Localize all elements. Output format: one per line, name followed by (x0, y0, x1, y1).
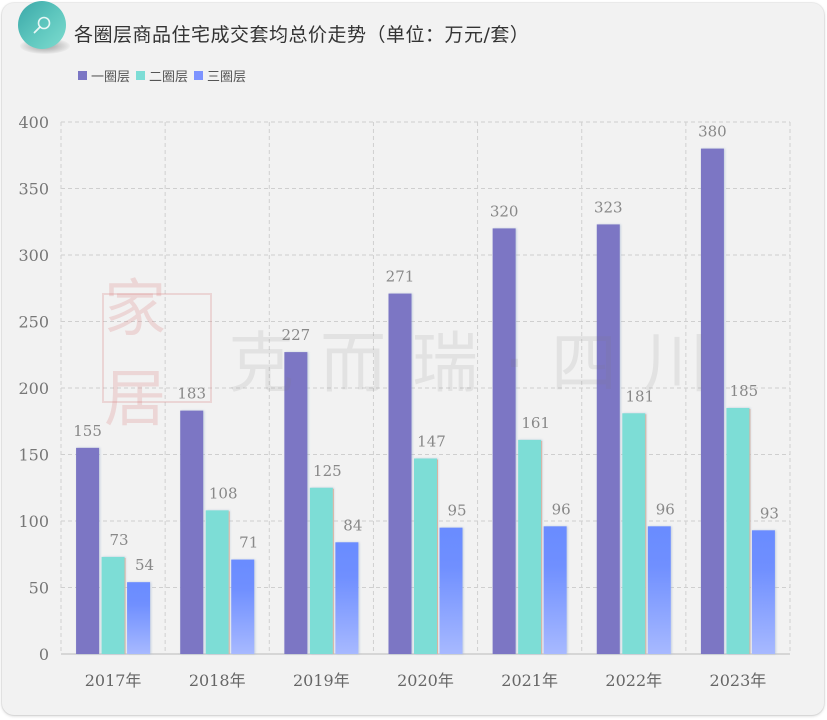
data-label: 161 (521, 414, 550, 432)
bar[interactable] (596, 224, 620, 654)
x-tick-label: 2022年 (605, 671, 662, 690)
data-label: 73 (110, 531, 129, 549)
data-label: 71 (239, 534, 258, 552)
y-tick-label: 0 (39, 645, 49, 664)
bar[interactable] (492, 228, 516, 654)
chart-title: 各圈层商品住宅成交套均总价走势（单位：万元/套） (74, 24, 530, 46)
x-tick-label: 2018年 (189, 671, 246, 690)
bar[interactable] (309, 487, 333, 654)
bar[interactable] (439, 527, 463, 654)
legend-swatch-icon (194, 71, 204, 80)
bar[interactable] (101, 556, 125, 654)
data-label: 108 (209, 484, 238, 502)
data-label: 320 (490, 202, 519, 220)
x-axis-labels: 2017年 2018年 2019年 2020年 2021年 2022年 2023年 (85, 671, 767, 690)
x-tick-label: 2019年 (293, 671, 350, 690)
bar[interactable] (622, 413, 646, 654)
data-label: 93 (760, 504, 779, 522)
y-tick-label: 200 (18, 379, 49, 398)
bar[interactable] (700, 148, 724, 654)
data-label: 185 (730, 382, 759, 400)
bar[interactable] (76, 447, 100, 654)
data-label: 96 (552, 500, 571, 518)
data-label: 155 (73, 422, 102, 440)
bar[interactable] (726, 407, 750, 654)
bar[interactable] (414, 458, 437, 654)
search-icon (18, 1, 66, 49)
bar[interactable] (543, 526, 567, 654)
data-label: 271 (386, 268, 415, 286)
y-tick-label: 250 (18, 313, 49, 332)
data-label: 95 (447, 502, 466, 520)
chart-legend: 一圈层 二圈层 三圈层 (78, 66, 252, 85)
watermark-text: 克而瑞·四川 (228, 325, 735, 402)
data-label: 227 (282, 326, 311, 344)
bar-series: 155 73 54 183 108 71 227 125 84 271 147 95 320 161 96 3… (73, 123, 779, 654)
bar[interactable] (518, 439, 542, 654)
bar[interactable] (231, 559, 255, 654)
bar[interactable] (205, 510, 229, 654)
data-label: 147 (417, 432, 446, 450)
bar[interactable] (647, 526, 671, 654)
data-label: 183 (177, 385, 206, 403)
legend-item-ring1[interactable]: 一圈层 (78, 66, 130, 85)
bar[interactable] (388, 293, 412, 654)
watermark-seal-logo: 家居 (102, 272, 212, 435)
data-label: 380 (698, 123, 727, 141)
y-tick-label: 100 (18, 512, 49, 531)
bar[interactable] (180, 410, 204, 654)
data-label: 125 (313, 462, 342, 480)
bar[interactable] (127, 582, 151, 654)
x-tick-label: 2021年 (501, 671, 558, 690)
y-tick-label: 300 (18, 246, 49, 265)
bar[interactable] (284, 352, 308, 654)
x-tick-label: 2020年 (397, 671, 454, 690)
data-label: 54 (135, 556, 154, 574)
legend-label: 一圈层 (91, 70, 131, 85)
legend-swatch-icon (78, 71, 87, 80)
y-tick-label: 350 (18, 180, 49, 199)
legend-label: 二圈层 (149, 70, 189, 85)
legend-item-ring3[interactable]: 三圈层 (194, 66, 246, 85)
y-tick-label: 50 (29, 579, 49, 598)
bar[interactable] (751, 530, 775, 654)
y-tick-label: 400 (18, 113, 49, 132)
x-tick-label: 2017年 (85, 671, 142, 690)
legend-swatch-icon (136, 71, 146, 80)
y-tick-label: 150 (18, 446, 49, 465)
y-axis-ticks: 0 50 100 150 200 250 300 350 400 (18, 113, 49, 664)
legend-label: 三圈层 (207, 70, 247, 85)
legend-item-ring2[interactable]: 二圈层 (136, 66, 188, 85)
data-label: 84 (343, 516, 362, 534)
data-label: 181 (625, 387, 654, 405)
data-label: 96 (656, 500, 675, 518)
bar[interactable] (335, 542, 359, 654)
data-label: 323 (594, 198, 623, 216)
x-tick-label: 2023年 (710, 671, 767, 690)
